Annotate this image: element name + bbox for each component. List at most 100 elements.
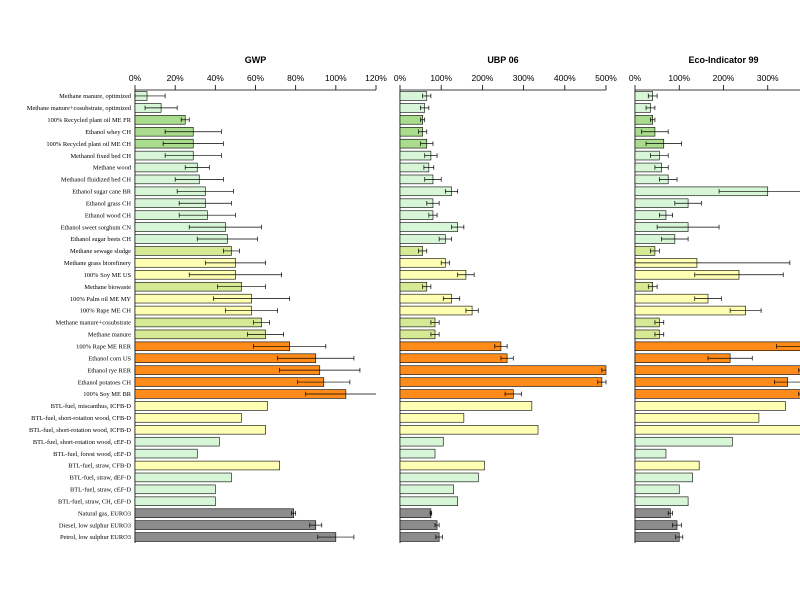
bar (399, 484, 454, 495)
category-label: Diesel, low sulphur EURO3 (59, 522, 131, 529)
bar (634, 401, 786, 411)
category-label: Methane manure (88, 332, 131, 339)
category-label: Methane manure+cosubstrate (56, 320, 132, 327)
panel-title: UBP 06 (487, 55, 518, 65)
bar (634, 425, 800, 435)
bar (399, 389, 514, 399)
bar (634, 436, 733, 447)
category-label: 100% Soy ME US (84, 272, 132, 279)
x-tick-label: 20% (167, 73, 184, 83)
category-label: Methane grass biorefinery (64, 260, 132, 267)
bar (399, 341, 502, 352)
bar (134, 329, 266, 340)
panel-title: Eco-Indicator 99 (688, 55, 758, 65)
bar (399, 508, 432, 518)
category-label: Methanol fluidized bed CH (61, 177, 131, 184)
bar (399, 448, 436, 459)
x-tick-label: 80% (287, 73, 304, 83)
bar (399, 365, 607, 375)
bar (399, 115, 423, 125)
bar (399, 329, 436, 340)
bar (399, 520, 438, 530)
x-tick-label: 200% (472, 73, 494, 83)
x-tick-label: 40% (207, 73, 224, 83)
category-label: BTL-fuel, short-rotation wood, cEF-D (33, 439, 132, 446)
bar (399, 377, 603, 387)
bar (134, 532, 337, 542)
bar (634, 460, 700, 471)
bar (134, 460, 280, 471)
x-tick-label: 100% (668, 73, 690, 83)
category-label: 100% Recycled plant oil ME CH (46, 141, 131, 148)
bar (399, 472, 479, 483)
bar (399, 317, 436, 328)
bar (634, 305, 746, 316)
category-label: BTL-fuel, straw, dEF-D (70, 475, 132, 482)
category-label: Methane manure+cosubstrate, optimized (27, 105, 132, 112)
category-label: Ethanol sugar cane BR (72, 189, 131, 196)
bar (134, 520, 317, 530)
bar (399, 210, 434, 220)
bar (399, 222, 458, 232)
bar (634, 484, 680, 495)
bar (399, 258, 446, 268)
bar (634, 532, 680, 542)
x-tick-label: 300% (513, 73, 535, 83)
bar (134, 246, 232, 256)
bar (399, 401, 533, 411)
bar (634, 377, 788, 387)
category-label: BTL-fuel, straw, CH, cEF-D (58, 498, 131, 505)
bar (634, 115, 654, 125)
bar (134, 317, 262, 328)
bar (634, 389, 800, 399)
category-label: 100% Rape ME CH (80, 308, 132, 315)
bar (399, 460, 485, 471)
category-label: 100% Rape ME RER (76, 344, 132, 351)
category-label: Methanol fixed bed CH (70, 153, 131, 160)
category-label: Petrol, low sulphur EURO3 (60, 534, 131, 541)
x-tick-label: 500% (595, 73, 617, 83)
bar (399, 234, 446, 244)
category-label: Methane biowaste (84, 284, 131, 291)
category-label: Methane sewage sludge (70, 248, 131, 255)
bar (399, 532, 440, 542)
bar (634, 341, 800, 352)
bar (399, 305, 473, 316)
x-tick-label: 300% (757, 73, 779, 83)
category-label: BTL-fuel, short-rotation wood, CFB-D (31, 415, 131, 422)
bar (134, 436, 220, 447)
bar (634, 508, 671, 518)
bar (634, 520, 678, 530)
bar (134, 496, 216, 506)
bar (634, 448, 667, 459)
bar (399, 425, 539, 435)
bar (134, 377, 325, 387)
bar (134, 413, 242, 423)
panel-title: GWP (245, 55, 267, 65)
category-label: Ethanol grass CH (86, 200, 131, 207)
category-label: 100% Soy ME BR (83, 391, 131, 398)
bar (134, 401, 268, 411)
bar (134, 448, 198, 459)
bar (134, 425, 266, 435)
bar (399, 353, 508, 363)
bar (399, 270, 467, 280)
category-label: Methane manure, optimized (59, 93, 132, 100)
category-label: BTL-fuel, straw, cEF-D (70, 487, 131, 494)
bar (634, 365, 800, 375)
x-tick-label: 0% (129, 73, 142, 83)
category-label: Methane wood (93, 165, 132, 172)
bar (399, 186, 452, 197)
bar (634, 413, 760, 423)
x-tick-label: 400% (554, 73, 576, 83)
category-label: Ethanol corn US (88, 355, 131, 362)
bar (399, 436, 444, 447)
x-tick-label: 100% (430, 73, 452, 83)
x-tick-label: 0% (394, 73, 407, 83)
category-label: Ethanol sweet sorghum CN (61, 224, 132, 231)
bar (634, 496, 689, 506)
bar (134, 508, 294, 518)
bar (134, 484, 216, 495)
x-tick-label: 100% (325, 73, 347, 83)
